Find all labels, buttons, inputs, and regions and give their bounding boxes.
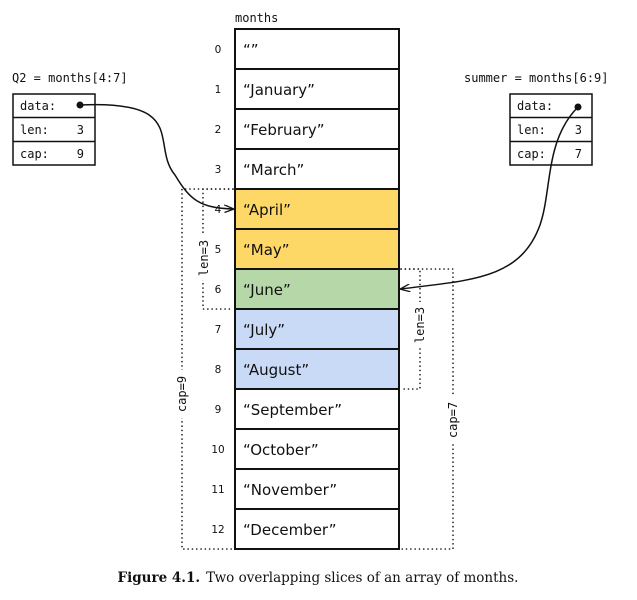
cell-index: 12 bbox=[211, 524, 224, 536]
cell-value: “April” bbox=[243, 201, 291, 219]
summer-data-label: data: bbox=[517, 99, 553, 113]
cell-index: 7 bbox=[215, 324, 222, 336]
figure-caption: Figure 4.1. Two overlapping slices of an … bbox=[118, 570, 519, 586]
q2-len-label: len: bbox=[20, 123, 49, 137]
cell-value: “July” bbox=[243, 321, 285, 339]
cell-index: 8 bbox=[215, 364, 222, 376]
cell-value: “February” bbox=[243, 121, 325, 139]
summer-brackets: len=3 cap=7 bbox=[400, 268, 460, 550]
q2-data-label: data: bbox=[20, 99, 56, 113]
summer-cap-label: cap: bbox=[517, 147, 546, 161]
summer-cap-value: 7 bbox=[575, 147, 582, 161]
summer-len-value: 3 bbox=[575, 123, 582, 137]
cell-index: 9 bbox=[215, 404, 222, 416]
array-cell bbox=[234, 468, 400, 510]
q2-slice-header: Q2 = months[4:7] data: len: 3 cap: 9 bbox=[12, 71, 233, 209]
q2-cap-bracket-label: cap=9 bbox=[175, 376, 189, 412]
array-cell bbox=[234, 188, 400, 230]
array-cell bbox=[234, 68, 400, 110]
cell-index: 1 bbox=[215, 84, 222, 96]
q2-cap-label: cap: bbox=[20, 147, 49, 161]
array-cell bbox=[234, 348, 400, 390]
cell-index: 2 bbox=[215, 124, 222, 136]
cell-value: “” bbox=[243, 41, 259, 59]
cell-value: “June” bbox=[243, 281, 291, 299]
summer-len-bracket bbox=[400, 268, 421, 390]
cell-index: 4 bbox=[215, 204, 222, 216]
summer-cap-bracket bbox=[400, 268, 454, 550]
cell-value: “August” bbox=[243, 361, 309, 379]
cell-index: 0 bbox=[215, 44, 222, 56]
q2-pointer-arrow bbox=[79, 103, 233, 209]
months-array: “” 0 “January” 1 “February” 2 “March” 3 “April” 4… bbox=[211, 28, 400, 550]
summer-pointer-arrow bbox=[401, 106, 579, 289]
q2-label: Q2 = months[4:7] bbox=[12, 71, 128, 85]
cell-value: “November” bbox=[243, 481, 337, 499]
cell-value: “January” bbox=[243, 81, 315, 99]
figure-number: Figure 4.1. bbox=[118, 570, 201, 586]
array-cell bbox=[234, 108, 400, 150]
cell-value: “September” bbox=[243, 401, 342, 419]
summer-len-label: len: bbox=[517, 123, 546, 137]
cell-value: “May” bbox=[243, 241, 290, 259]
caption-text: Two overlapping slices of an array of mo… bbox=[206, 570, 518, 586]
summer-slice-header: summer = months[6:9] data: len: 3 cap: 7 bbox=[401, 71, 609, 289]
q2-len-value: 3 bbox=[77, 123, 84, 137]
q2-brackets: len=3 cap=9 bbox=[175, 188, 234, 550]
summer-label: summer = months[6:9] bbox=[464, 71, 609, 85]
cell-value: “October” bbox=[243, 441, 319, 459]
array-cell bbox=[234, 428, 400, 470]
cell-value: “December” bbox=[243, 521, 337, 539]
summer-len-bracket-label: len=3 bbox=[413, 307, 427, 343]
q2-len-bracket-label: len=3 bbox=[197, 240, 211, 276]
q2-cap-value: 9 bbox=[77, 147, 84, 161]
cell-index: 10 bbox=[211, 444, 224, 456]
array-cell bbox=[234, 268, 400, 310]
array-cell bbox=[234, 28, 400, 70]
cell-index: 6 bbox=[215, 284, 222, 296]
array-name: months bbox=[235, 11, 278, 25]
array-cell bbox=[234, 508, 400, 550]
cell-index: 3 bbox=[215, 164, 222, 176]
cell-value: “March” bbox=[243, 161, 304, 179]
summer-cap-bracket-label: cap=7 bbox=[446, 402, 460, 438]
cell-index: 11 bbox=[211, 484, 224, 496]
cell-index: 5 bbox=[215, 244, 222, 256]
